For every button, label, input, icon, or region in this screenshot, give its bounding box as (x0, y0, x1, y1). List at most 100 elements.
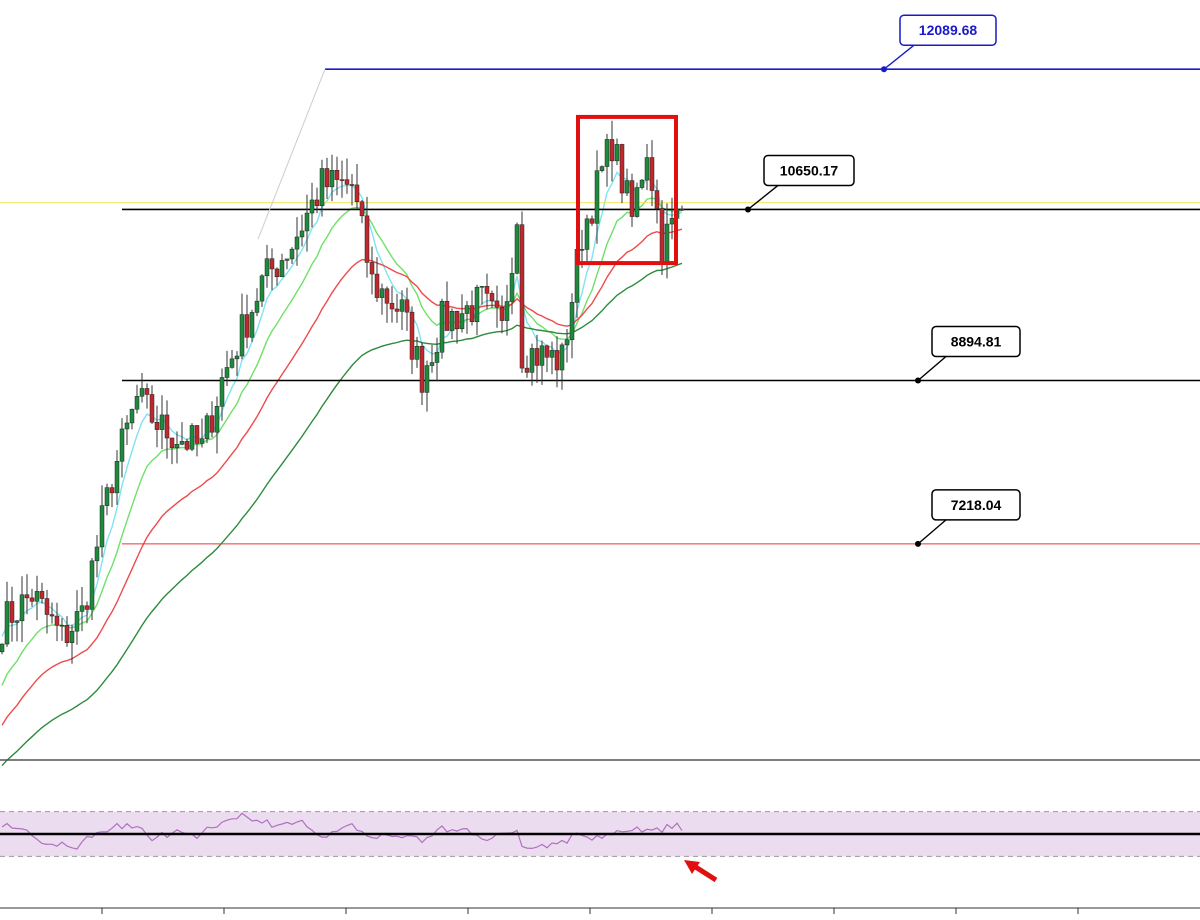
candle (469, 290, 475, 326)
candle (494, 285, 500, 328)
candle-body (479, 286, 485, 288)
candle (404, 287, 410, 331)
candle-body (429, 362, 435, 366)
candle (29, 588, 35, 607)
candle-body (164, 414, 170, 439)
candle-body (284, 258, 290, 261)
candle-body (94, 546, 100, 562)
candle-body (399, 299, 405, 312)
candle-body (324, 168, 330, 188)
level-pointer (917, 519, 947, 545)
candle-body (254, 300, 260, 313)
candle (459, 294, 465, 333)
candle (614, 138, 620, 166)
candle-body (549, 350, 555, 358)
candle-body (654, 190, 660, 209)
candle-body (634, 187, 640, 217)
candle (174, 431, 180, 464)
candle (439, 298, 445, 359)
candle-body (239, 314, 245, 357)
candle (509, 257, 515, 315)
candle (634, 182, 640, 218)
candle (554, 336, 560, 388)
candle (499, 295, 505, 334)
candle (294, 217, 300, 266)
candle-body (4, 601, 10, 645)
candle (489, 290, 495, 309)
candle (44, 589, 50, 634)
candle-body (579, 249, 585, 251)
candle (519, 211, 525, 373)
candle-body (174, 444, 180, 449)
candle (159, 395, 165, 450)
candle-body (664, 223, 670, 263)
candle (124, 415, 130, 446)
candle (479, 285, 485, 305)
candle (14, 620, 20, 642)
candle-body (609, 139, 615, 162)
candle-body (214, 406, 220, 433)
candle (39, 582, 45, 604)
candle (559, 342, 565, 390)
candle-body (64, 624, 70, 643)
candle (49, 602, 55, 624)
candle (344, 158, 350, 194)
candle (484, 273, 490, 310)
candle-body (439, 300, 445, 353)
candle (629, 173, 635, 227)
candle (264, 244, 270, 288)
candle (624, 168, 630, 197)
candle (119, 418, 125, 478)
candle (304, 194, 310, 252)
candle-body (84, 605, 90, 610)
candle-body (219, 377, 225, 407)
candle-body (159, 414, 165, 430)
candle-body (259, 275, 265, 302)
candle-body (114, 461, 120, 494)
candle-body (54, 615, 60, 626)
candle-body (109, 487, 115, 494)
candle-body (134, 396, 140, 410)
candle-body (104, 487, 110, 506)
candle-body (74, 611, 80, 632)
candle (314, 187, 320, 214)
candle-body (564, 339, 570, 346)
candle (474, 284, 480, 336)
candle-body (604, 139, 610, 167)
candle (414, 336, 420, 368)
candle (59, 618, 65, 641)
candle (464, 301, 470, 334)
candle-body (679, 209, 685, 211)
candle-body (14, 620, 20, 623)
candle-body (599, 166, 605, 171)
rsi-arrow-head (684, 860, 700, 874)
level-label: 7218.04 (915, 489, 1021, 547)
candle-body (184, 441, 190, 450)
candle-body (474, 286, 480, 322)
candle-body (59, 624, 65, 627)
ma-line-medium (1, 197, 683, 686)
candle-body (154, 422, 160, 430)
candle (569, 293, 575, 359)
candle (534, 334, 540, 383)
candle (384, 286, 390, 323)
candle-body (639, 179, 645, 188)
candle (164, 400, 170, 459)
candle (619, 143, 625, 204)
candle-body (309, 199, 315, 214)
level-label-box (931, 489, 1021, 521)
candle-body (234, 355, 240, 360)
ma-line-long (1, 262, 683, 767)
candle (149, 385, 155, 424)
candle-body (349, 184, 355, 186)
candle (179, 422, 185, 446)
candle-body (89, 560, 95, 610)
candle-body (559, 344, 565, 371)
candle (444, 281, 450, 331)
candle-body (614, 144, 620, 162)
candle (319, 159, 325, 217)
candle (289, 247, 295, 264)
candle (329, 154, 335, 202)
candle (69, 624, 75, 664)
